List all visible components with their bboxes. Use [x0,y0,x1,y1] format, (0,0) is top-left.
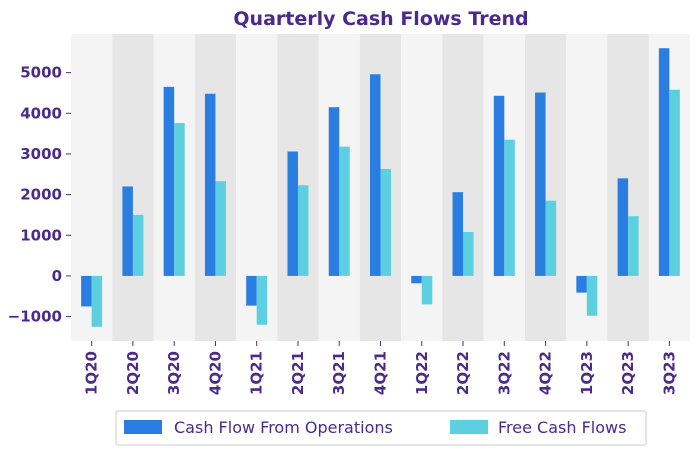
x-tick-label-3Q22: 3Q22 [495,351,513,395]
y-tick-label: −1000 [8,308,62,326]
y-tick-label: 4000 [20,104,62,122]
bar-series [81,48,680,327]
y-tick-label: 0 [52,267,62,285]
bar-free-cash-flows-1Q20 [91,275,103,327]
bar-free-cash-flows-1Q22 [421,275,433,305]
bar-operations-2Q20 [122,186,133,276]
bar-free-cash-flows-2Q23 [628,216,639,276]
legend: Cash Flow From Operations Free Cash Flow… [115,410,647,446]
x-tick-label-2Q23: 2Q23 [619,351,637,395]
x-tick-label-1Q22: 1Q22 [413,351,431,395]
x-tick-label-1Q23: 1Q23 [578,351,596,395]
bar-free-cash-flows-3Q23 [669,89,680,276]
x-tick-label-3Q23: 3Q23 [660,351,678,395]
bar-free-cash-flows-1Q23 [586,275,598,316]
y-tick-label: 1000 [20,226,62,244]
bar-free-cash-flows-4Q20 [215,181,226,276]
bar-operations-2Q22 [452,192,464,276]
bar-operations-4Q20 [204,93,216,276]
bar-operations-1Q21 [246,275,257,306]
x-tick-label-1Q20: 1Q20 [83,351,101,395]
bar-free-cash-flows-3Q21 [339,146,350,276]
bar-operations-4Q22 [535,92,546,276]
y-tick-label: 3000 [20,145,62,163]
chart-title: Quarterly Cash Flows Trend [233,8,528,30]
legend-label-operations: Cash Flow From Operations [174,418,393,437]
x-tick-label-2Q20: 2Q20 [124,351,142,395]
bar-operations-3Q20 [163,86,175,276]
x-tick-label-4Q21: 4Q21 [372,351,390,395]
x-tick-label-3Q20: 3Q20 [165,351,183,395]
bar-free-cash-flows-4Q21 [380,168,391,276]
x-tick-label-4Q20: 4Q20 [206,351,224,395]
bar-free-cash-flows-2Q21 [297,185,309,276]
y-tick-label: 5000 [20,64,62,82]
band-2Q22 [442,34,484,341]
x-tick-label-1Q21: 1Q21 [248,351,266,395]
legend-box [115,410,647,446]
bar-operations-3Q21 [328,107,340,276]
bar-operations-2Q23 [617,178,629,276]
bar-operations-2Q21 [287,151,298,276]
legend-label-free-cash-flows: Free Cash Flows [498,418,626,437]
bar-operations-3Q22 [493,95,505,276]
bar-free-cash-flows-2Q20 [132,214,144,276]
y-tick-label: 2000 [20,186,62,204]
x-tick-label-3Q21: 3Q21 [330,351,348,395]
bar-free-cash-flows-4Q22 [545,200,557,276]
x-axis-ticks: 1Q20 2Q20 3Q20 4Q20 1Q21 2Q21 3Q21 4Q21 1Q22 2Q22… [83,341,678,395]
bar-operations-1Q20 [81,275,92,307]
y-axis-ticks: −1000 0 1000 2000 3000 4000 5000 [8,64,71,326]
bar-free-cash-flows-1Q21 [256,275,268,325]
x-tick-label-2Q21: 2Q21 [289,351,307,395]
bar-operations-1Q22 [411,275,422,284]
bar-free-cash-flows-2Q22 [463,232,474,276]
bar-operations-3Q23 [658,48,670,276]
x-tick-label-2Q22: 2Q22 [454,351,472,395]
bar-free-cash-flows-3Q22 [504,139,515,276]
legend-swatch-free-cash-flows [450,420,488,434]
legend-swatch-operations [124,420,162,434]
band-2Q20 [112,34,154,341]
bar-free-cash-flows-3Q20 [174,123,185,276]
bar-operations-4Q21 [370,74,381,276]
bar-operations-1Q23 [576,275,587,293]
x-tick-label-4Q22: 4Q22 [537,351,555,395]
